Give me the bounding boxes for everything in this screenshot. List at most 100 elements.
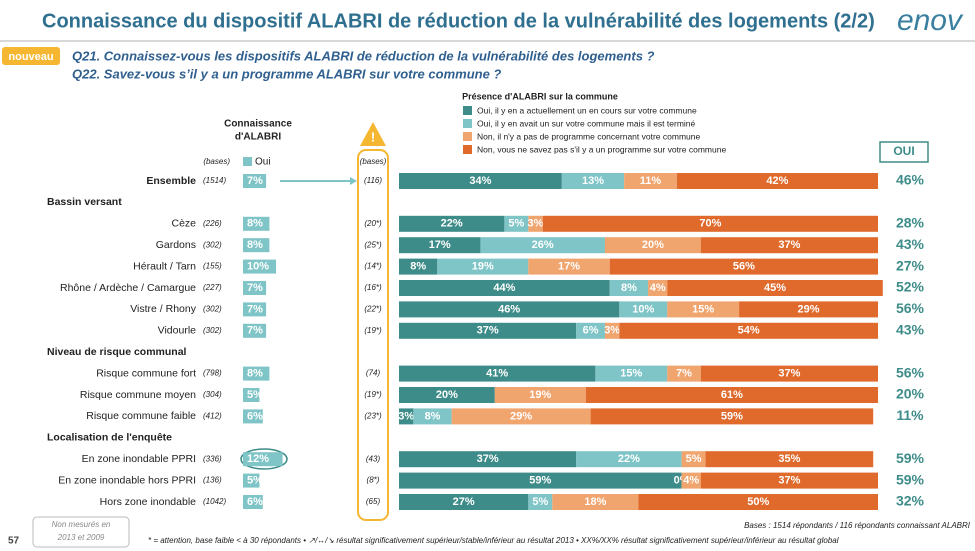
value-label: 59%: [721, 410, 743, 422]
base: (412): [203, 412, 222, 421]
bar-segment: [399, 408, 414, 425]
bar-segment: [604, 237, 701, 254]
legend-label: Oui, il y en avait un sur votre commune …: [477, 118, 696, 128]
bar-segment: [667, 280, 883, 296]
legend-swatch: [463, 132, 472, 141]
value-label: 5%: [508, 218, 524, 230]
warning-icon: [360, 122, 386, 146]
value-label: 7%: [676, 368, 692, 380]
legend-note: * = attention, base faible < à 30 répond…: [148, 536, 839, 545]
row-label: Hors zone inondable: [100, 496, 196, 508]
page-number: 57: [8, 536, 20, 547]
value-label: 17%: [558, 261, 580, 273]
base: (304): [203, 390, 222, 399]
total-value: 28%: [896, 215, 925, 231]
total-value: 56%: [896, 364, 925, 380]
bar-segment: [595, 365, 668, 382]
value-label: 54%: [738, 325, 760, 337]
base: (16*): [364, 283, 382, 292]
value-label: 22%: [618, 453, 640, 465]
chart-title: Connaissance: [224, 119, 292, 130]
value-label: 20%: [436, 389, 458, 401]
total-value: 52%: [896, 279, 925, 295]
bar-segment: [705, 451, 874, 468]
bar-segment: [681, 472, 701, 489]
value-label: 15%: [692, 303, 714, 315]
bar: [243, 238, 270, 253]
arrow-head: [350, 177, 357, 185]
value-label: 61%: [721, 389, 743, 401]
bar: [243, 495, 263, 509]
value-label: 29%: [510, 410, 532, 422]
row-label: Rhône / Ardèche / Camargue: [60, 282, 196, 294]
bar-segment: [609, 258, 878, 275]
bar-segment: [504, 215, 529, 232]
bar-segment: [681, 451, 706, 468]
bar-segment: [542, 215, 878, 232]
bar-segment: [667, 365, 701, 382]
bar-segment: [399, 451, 577, 468]
row-label: En zone inondable PPRI: [82, 453, 196, 465]
value-label: 37%: [778, 368, 800, 380]
bar-segment: [619, 322, 878, 339]
slide-title: Connaissance du dispositif ALABRI de réd…: [42, 10, 875, 32]
row-label: Risque commune moyen: [80, 389, 196, 401]
bar-segment: [638, 494, 878, 510]
legend-swatch: [463, 106, 472, 115]
base: (302): [203, 305, 222, 314]
total-value: 20%: [896, 386, 925, 402]
value-label: 19%: [529, 389, 551, 401]
base: (14*): [364, 262, 382, 271]
value-label: 8%: [425, 410, 441, 422]
base: (302): [203, 326, 222, 335]
value-label: 59%: [529, 475, 551, 487]
bar-segment: [739, 301, 878, 318]
badge-bg: [2, 47, 60, 65]
bases-note: Bases : 1514 répondants / 116 répondants…: [744, 521, 971, 530]
warning-mark: !: [371, 129, 375, 144]
base: (155): [203, 262, 222, 271]
bar-segment: [399, 301, 620, 318]
total-value: 46%: [896, 172, 925, 188]
badge: nouveau: [8, 51, 53, 63]
value-label: 7%: [247, 325, 263, 337]
base: (43): [366, 454, 381, 463]
bases-header: (bases): [203, 157, 230, 166]
value-label: 6%: [583, 325, 599, 337]
row-label: Gardons: [156, 239, 196, 251]
bar: [243, 302, 267, 317]
value-label: 4%: [650, 282, 666, 294]
total-value: 59%: [896, 450, 925, 466]
value-label: 6%: [247, 410, 263, 422]
bar-segment: [399, 472, 682, 489]
bar: [243, 216, 270, 231]
note: Non mesurés en: [52, 520, 111, 529]
base: (22*): [364, 305, 382, 314]
value-label: 7%: [247, 175, 263, 187]
legend-label: Oui: [255, 157, 271, 168]
bar: [243, 452, 283, 467]
base: (226): [203, 219, 222, 228]
value-label: 41%: [486, 368, 508, 380]
row-label: Hérault / Tarn: [133, 260, 196, 272]
legend-swatch: [243, 157, 252, 166]
bar-segment: [399, 387, 495, 403]
bar-segment: [700, 237, 878, 254]
bar-segment: [480, 237, 605, 254]
value-label: 12%: [247, 453, 269, 465]
row-label: En zone inondable hors PPRI: [58, 474, 196, 486]
value-label: 34%: [469, 175, 491, 187]
value-label: 45%: [764, 282, 786, 294]
base: (302): [203, 240, 222, 249]
value-label: 7%: [247, 282, 263, 294]
value-label: 10%: [632, 303, 654, 315]
row-label: Vidourle: [158, 325, 196, 337]
base: (798): [203, 369, 222, 378]
legend-label: Non, il n'y a pas de programme concernan…: [477, 131, 700, 141]
bar-segment: [619, 301, 668, 318]
total-box: [879, 141, 929, 163]
bar-segment: [399, 280, 610, 296]
value-label: 18%: [584, 496, 606, 508]
bar-segment: [576, 451, 682, 468]
